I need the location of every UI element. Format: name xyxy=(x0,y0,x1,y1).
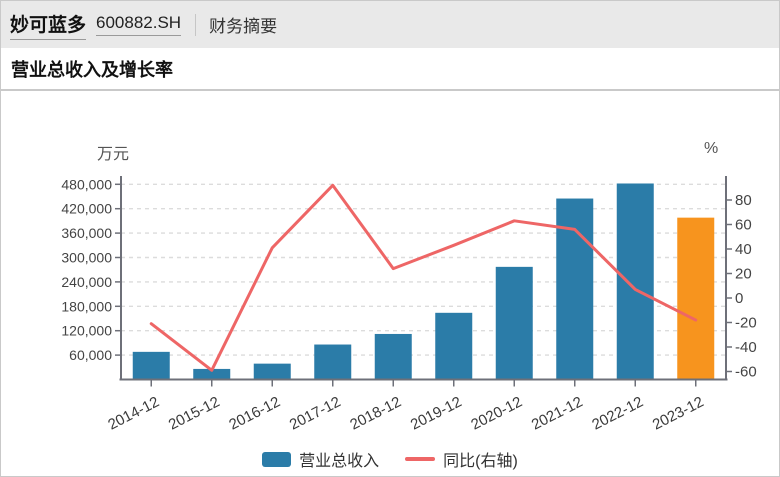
x-axis-label-2016-12: 2016-12 xyxy=(226,393,283,433)
legend-item-revenue[interactable]: 营业总收入 xyxy=(262,447,379,471)
revenue-legend-swatch xyxy=(262,451,292,467)
left-axis-tick-label: 480,000 xyxy=(61,176,112,192)
left-axis-tick-label: 360,000 xyxy=(61,225,112,241)
section-title-row: 营业总收入及增长率 xyxy=(1,48,779,91)
bar-2023-12[interactable] xyxy=(677,217,715,380)
left-axis-tick-label: 420,000 xyxy=(61,201,112,217)
x-axis-label-2017-12: 2017-12 xyxy=(287,393,344,433)
bar-2022-12[interactable] xyxy=(616,183,654,380)
header-bar: 妙可蓝多 600882.SH 财务摘要 xyxy=(1,1,779,48)
right-axis-tick-label: 60 xyxy=(735,217,752,234)
right-axis-tick-label: -20 xyxy=(735,315,757,332)
x-axis-label-2021-12: 2021-12 xyxy=(529,393,586,433)
right-axis-unit-label: % xyxy=(704,140,719,157)
left-axis-tick-label: 180,000 xyxy=(61,298,112,314)
left-axis-tick-label: 60,000 xyxy=(69,347,112,363)
left-axis-tick-label: 120,000 xyxy=(61,323,112,339)
bar-2020-12[interactable] xyxy=(495,266,533,380)
bar-2016-12[interactable] xyxy=(253,363,291,380)
right-axis-tick-label: 80 xyxy=(735,192,752,209)
section-title: 营业总收入及增长率 xyxy=(11,59,173,80)
stock-code-link[interactable]: 600882.SH xyxy=(96,13,182,36)
yoy-line xyxy=(149,183,698,372)
left-axis-tick-label: 240,000 xyxy=(61,274,112,290)
x-axis-label-2023-12: 2023-12 xyxy=(650,393,707,433)
bar-2014-12[interactable] xyxy=(132,351,170,380)
tab-financial-summary[interactable]: 财务摘要 xyxy=(209,17,278,36)
company-name-link[interactable]: 妙可蓝多 xyxy=(10,10,87,40)
right-axis-tick-label: -40 xyxy=(735,339,757,356)
yoy-legend-label: 同比(右轴) xyxy=(443,453,518,470)
revenue-legend-label: 营业总收入 xyxy=(299,453,380,470)
legend-item-yoy[interactable]: 同比(右轴) xyxy=(405,447,518,471)
chart-legend: 营业总收入 同比(右轴) xyxy=(1,447,779,471)
right-axis-tick-label: 40 xyxy=(735,241,752,258)
right-axis-tick-label: 20 xyxy=(735,266,752,283)
bar-2017-12[interactable] xyxy=(314,344,352,380)
x-axis-label-2019-12: 2019-12 xyxy=(408,393,465,433)
bar-2018-12[interactable] xyxy=(374,333,412,380)
header-divider xyxy=(195,13,197,36)
right-axis-tick-label: -60 xyxy=(735,364,757,381)
x-axis-label-2018-12: 2018-12 xyxy=(347,393,404,433)
right-axis-tick-label: 0 xyxy=(735,290,743,307)
x-axis-label-2022-12: 2022-12 xyxy=(589,393,646,433)
x-axis-label-2014-12: 2014-12 xyxy=(105,393,162,433)
bar-2019-12[interactable] xyxy=(435,312,473,380)
x-axis-label-2015-12: 2015-12 xyxy=(166,393,223,433)
left-axis-unit-label: 万元 xyxy=(97,146,130,163)
bar-2015-12[interactable] xyxy=(193,368,231,380)
x-axis-label-2020-12: 2020-12 xyxy=(468,393,525,433)
left-axis-tick-label: 300,000 xyxy=(61,250,112,266)
yoy-legend-swatch xyxy=(405,457,436,461)
bar-2021-12[interactable] xyxy=(556,198,594,380)
